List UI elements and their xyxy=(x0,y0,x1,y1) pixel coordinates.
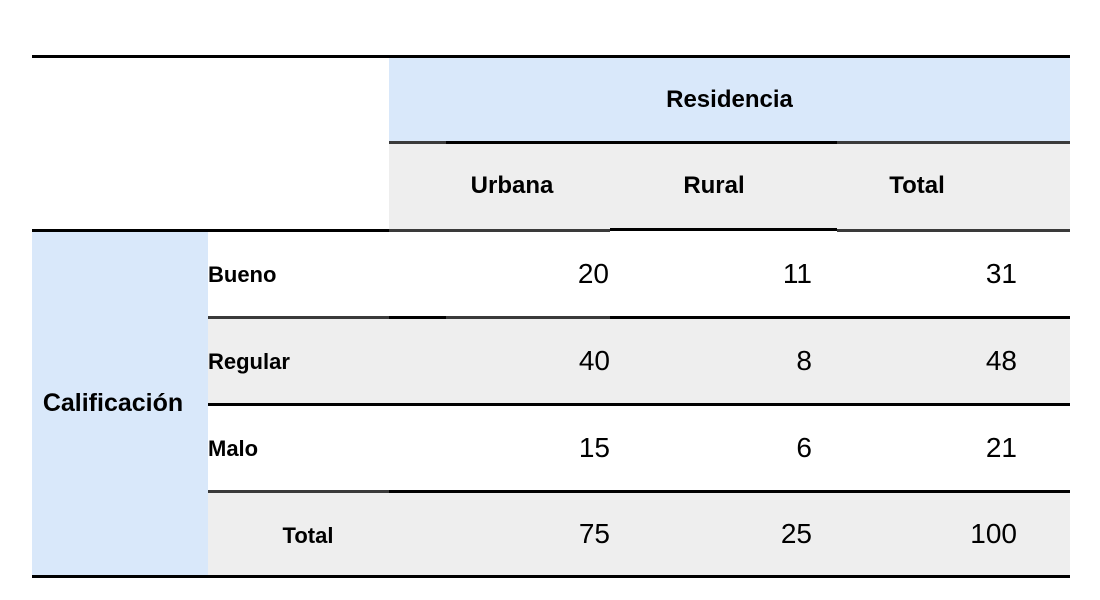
row-label-regular: Regular xyxy=(208,349,290,374)
row-group-header: Calificación xyxy=(42,389,184,417)
bottom-rule xyxy=(32,575,1070,578)
column-header-total: Total xyxy=(889,172,945,199)
rule-after-bueno-d xyxy=(610,316,1070,319)
column-headers-bg xyxy=(389,142,1070,230)
column-header-rural: Rural xyxy=(683,172,745,199)
cell-bueno-total: 31 xyxy=(985,257,1017,289)
cell-total-rural: 25 xyxy=(780,518,812,549)
top-rule xyxy=(32,55,1070,58)
total-row-bg xyxy=(208,491,1070,577)
rule-after-bueno-b xyxy=(389,316,446,319)
regular-row-bg xyxy=(208,317,1070,404)
rule-after-malo-b xyxy=(389,490,1070,493)
cell-total-total: 100 xyxy=(970,518,1017,549)
cell-malo-rural: 6 xyxy=(796,431,812,463)
rule-after-bueno-a xyxy=(208,316,389,319)
row-label-bueno: Bueno xyxy=(208,262,277,287)
column-group-header: Residencia xyxy=(666,85,793,113)
header-bottom-rule-left xyxy=(32,229,389,232)
calificacion-header-bg xyxy=(32,230,208,577)
rule-after-bueno-c xyxy=(446,316,610,319)
rule-under-residencia-b xyxy=(446,141,837,144)
column-header-urbana: Urbana xyxy=(470,172,554,199)
row-label-malo: Malo xyxy=(208,436,259,461)
cell-bueno-urbana: 20 xyxy=(577,257,609,289)
rule-after-malo-a xyxy=(208,490,389,493)
crosstab-table: Residencia Urbana Rural Total Calificaci… xyxy=(32,55,1070,578)
header-bottom-rule-right xyxy=(837,229,1070,232)
rule-under-residencia-a xyxy=(389,141,446,144)
cell-malo-urbana: 15 xyxy=(578,431,610,463)
rule-under-residencia-c xyxy=(837,141,1070,144)
header-bottom-rule-center xyxy=(610,228,837,231)
header-bottom-rule-mid xyxy=(389,229,610,232)
residencia-header-bg xyxy=(389,57,1070,142)
rule-after-regular xyxy=(208,403,1070,406)
cell-total-urbana: 75 xyxy=(578,518,610,549)
cell-malo-total: 21 xyxy=(985,431,1017,463)
cell-regular-rural: 8 xyxy=(796,344,812,376)
row-label-total: Total xyxy=(282,523,334,548)
cell-bueno-rural: 11 xyxy=(782,257,812,289)
cell-regular-urbana: 40 xyxy=(578,344,610,376)
cell-regular-total: 48 xyxy=(985,344,1017,376)
